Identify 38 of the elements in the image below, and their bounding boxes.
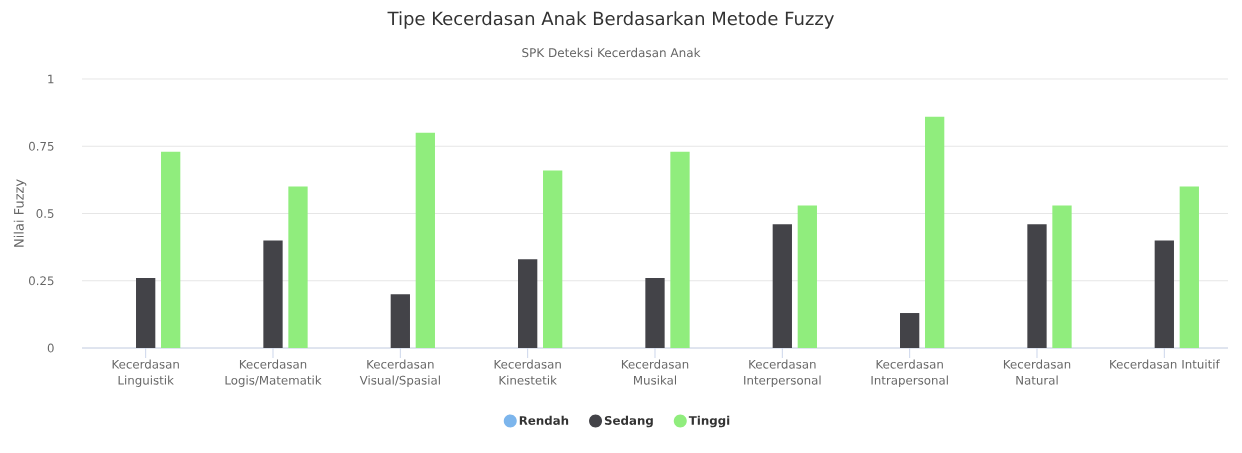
bar	[1179, 186, 1199, 348]
y-tick-label: 0.75	[28, 141, 54, 151]
legend-label: Rendah	[519, 415, 569, 425]
x-tick-label: Kecerdasan Intrapersonal	[871, 359, 948, 387]
y-tick-label: 0.25	[28, 276, 54, 286]
x-tick-label: Kecerdasan Intuitif	[1110, 359, 1220, 369]
bar	[390, 294, 410, 348]
x-tick-label: Kecerdasan Natural	[1003, 359, 1071, 385]
bar	[772, 224, 792, 348]
x-tick-label: Kecerdasan Visual/Spasial	[359, 359, 440, 387]
bar	[645, 278, 665, 348]
y-axis-title: Nilai Fuzzy	[13, 179, 27, 247]
chart-subtitle: SPK Deteksi Kecerdasan Anak	[522, 47, 701, 58]
bar	[925, 116, 945, 348]
y-tick-label: 0.5	[36, 209, 54, 218]
bar	[518, 259, 538, 348]
x-tick-label: Kecerdasan Linguistik	[112, 359, 179, 387]
x-tick-label: Kecerdasan Musikal	[621, 359, 689, 385]
y-tick-label: 1	[48, 74, 54, 84]
legend-label: Sedang	[604, 415, 653, 428]
bar	[670, 151, 690, 348]
chart-title: Tipe Kecerdasan Anak Berdasarkan Metode Fuzzy	[387, 11, 834, 29]
bar	[136, 278, 156, 348]
bar	[900, 313, 920, 348]
legend-label: Tinggi	[688, 415, 730, 428]
x-tick-label: Kecerdasan Logis/Matematik	[225, 359, 322, 387]
bar	[1154, 240, 1174, 348]
bar	[161, 151, 181, 348]
bar	[1052, 205, 1072, 348]
bar	[263, 240, 283, 348]
y-tick-label: 0	[47, 343, 54, 353]
bar	[1027, 224, 1047, 348]
x-tick-label: Kecerdasan Interpersonal	[744, 359, 821, 387]
bar	[797, 205, 817, 348]
x-tick-label: Kecerdasan Kinestetik	[494, 359, 561, 385]
bar	[288, 186, 308, 348]
bar	[415, 132, 435, 348]
bar	[543, 170, 563, 348]
